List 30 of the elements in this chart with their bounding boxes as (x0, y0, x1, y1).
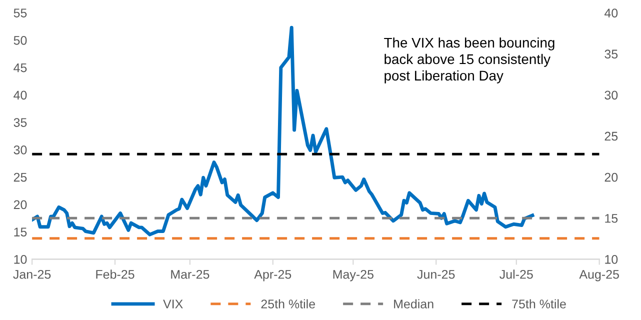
y2-tick-label: 10 (605, 255, 618, 264)
legend-label: 75th %tile (512, 299, 566, 308)
y2-tick-label: 40 (604, 8, 618, 18)
y2-tick-label: 25 (604, 132, 618, 141)
x-tick-label: Aug-25 (579, 270, 619, 282)
x-tick-label: Apr-25 (254, 270, 292, 282)
legend-label: 25th %tile (261, 299, 316, 308)
y-tick-label: 15 (14, 228, 27, 236)
legend-label: VIX (163, 300, 183, 308)
x-tick-label: Jan-25 (13, 270, 51, 279)
y-tick-label: 40 (14, 90, 27, 100)
x-tick-label: Mar-25 (171, 270, 210, 279)
x-tick-label: Jul-25 (500, 270, 533, 279)
y2-tick-label: 30 (604, 90, 618, 100)
y-tick-label: 25 (14, 172, 27, 182)
x-tick-label: May-25 (333, 270, 374, 282)
x-tick-label: Jun-25 (417, 270, 455, 279)
y2-tick-label: 15 (605, 214, 618, 223)
annotation: The VIX has been bouncing back above 15 consistently post Liberation Day (384, 37, 554, 84)
y2-tick-label: 35 (604, 50, 618, 59)
y-tick-label: 50 (14, 36, 27, 45)
y-tick-label: 20 (14, 200, 27, 210)
x-tick-label: Feb-25 (96, 270, 134, 279)
y-tick-label: 30 (14, 145, 27, 154)
y2-tick-label: 20 (604, 172, 618, 182)
y-tick-label: 10 (14, 255, 27, 264)
legend-label: Median (394, 299, 434, 308)
y-tick-label: 45 (14, 63, 27, 72)
y-tick-label: 55 (14, 8, 27, 18)
y-tick-label: 35 (14, 118, 27, 127)
